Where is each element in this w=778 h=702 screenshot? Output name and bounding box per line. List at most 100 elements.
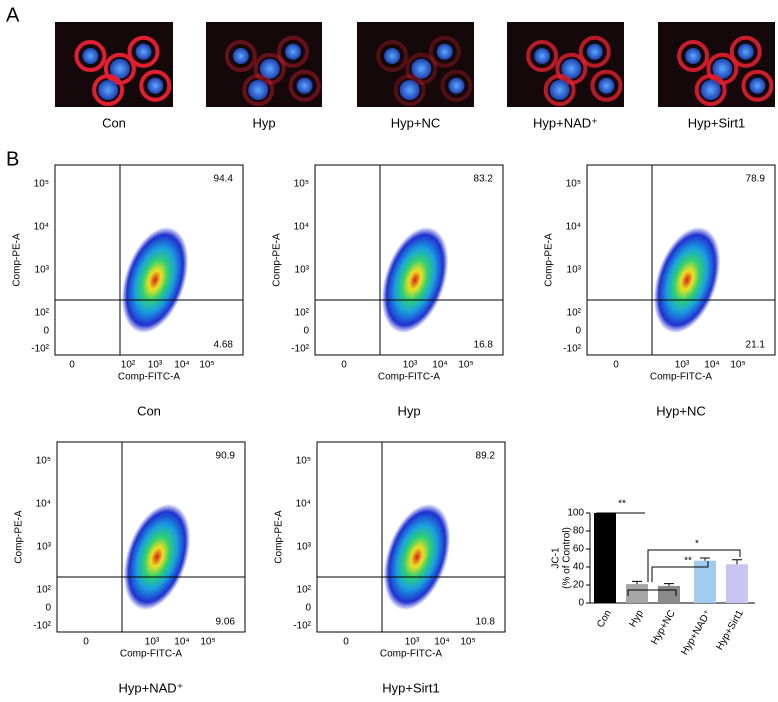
cell-nucleus (296, 77, 313, 94)
density-cloud (383, 503, 451, 611)
x-tick-label: 10³ (405, 637, 420, 648)
x-tick-label: 10⁴ (174, 637, 189, 648)
plot-caption: Hyp+NC (656, 403, 706, 418)
cell-nucleus (549, 80, 570, 100)
quadrant-value: 16.8 (474, 340, 494, 351)
y-tick-label: 0 (43, 326, 49, 337)
cell-membrane (224, 40, 257, 72)
cell-membrane (74, 40, 107, 72)
x-tick-label: 10⁵ (730, 360, 745, 371)
error-bar (732, 559, 742, 565)
y-tick-label: 0 (578, 598, 584, 609)
cell-nucleus (98, 80, 119, 100)
y-tick-label: 0 (45, 603, 51, 614)
x-tick-label: 0 (83, 637, 89, 648)
x-tick-label: 10⁴ (434, 637, 449, 648)
significance: * (695, 539, 699, 550)
y-tick-label: 10⁴ (34, 222, 49, 233)
error-bar (700, 557, 710, 561)
x-tick-label: Hyp+Sirt1 (714, 608, 746, 652)
cell-nucleus (259, 58, 280, 79)
cell-membrane (526, 40, 559, 72)
y-tick-label: 80 (573, 526, 585, 537)
cell-membrane (127, 35, 160, 68)
y-tick-label: 10⁵ (34, 179, 49, 190)
plot-frame (586, 164, 776, 356)
x-tick-label: 10⁴ (432, 360, 447, 371)
cell-nucleus (700, 80, 721, 100)
cell-membrane (741, 69, 774, 102)
bar (626, 584, 648, 603)
y-tick-label: -10² (31, 344, 49, 355)
x-axis-label: Comp-FITC-A (118, 372, 181, 383)
y-tick-label: 10³ (567, 265, 582, 276)
y-tick-label: 0 (303, 326, 309, 337)
cell-membrane (393, 74, 426, 106)
cells (677, 35, 774, 106)
bar (694, 560, 716, 603)
y-tick-label: 10² (297, 585, 312, 596)
quadrant-value: 4.68 (214, 340, 234, 351)
x-tick-label: 10⁵ (199, 360, 214, 371)
cell-membrane (543, 74, 576, 106)
x-tick-label: Con (595, 608, 614, 629)
x-tick-label: 10³ (403, 360, 418, 371)
y-tick-label: 10² (37, 585, 52, 596)
plot-caption: Con (137, 403, 161, 418)
cell-membrane (376, 40, 409, 72)
cell-membrane (590, 69, 623, 102)
bar (658, 585, 680, 603)
y-axis-label: Comp-PE-A (272, 233, 283, 287)
image-caption: Hyp+NC (391, 115, 441, 130)
significance: ** (618, 499, 626, 510)
y-tick-label: 10⁵ (294, 179, 309, 190)
plot-frame (54, 164, 244, 356)
x-tick-label: 10⁵ (200, 637, 215, 648)
y-tick-label: 10⁴ (36, 499, 51, 510)
image-caption: Hyp+NAD⁺ (533, 115, 598, 130)
cell-nucleus (411, 58, 432, 79)
cell-nucleus (749, 77, 766, 94)
cell-membrane (253, 52, 286, 85)
cell-nucleus (534, 48, 551, 64)
cell-nucleus (147, 77, 164, 94)
cell-nucleus (598, 77, 615, 94)
cell-nucleus (586, 43, 603, 60)
cell-membrane (139, 69, 172, 102)
y-tick-label: 0 (575, 326, 581, 337)
cell-nucleus (561, 58, 582, 79)
cell-membrane (578, 35, 611, 68)
cell-nucleus (448, 77, 465, 94)
cell-nucleus (399, 80, 420, 100)
x-tick-label: 10⁴ (174, 360, 189, 371)
cells (224, 35, 321, 106)
y-axis-label: Comp-PE-A (12, 233, 23, 287)
y-tick-label: 10² (35, 308, 50, 319)
y-axis-label: Comp-PE-A (544, 233, 555, 287)
x-tick-label: Hyp+NAD⁺ (679, 608, 714, 657)
y-tick-label: 10⁵ (566, 179, 581, 190)
y-tick-label: 10⁴ (296, 499, 311, 510)
cell-membrane (677, 40, 710, 72)
y-axis-label: Comp-PE-A (274, 510, 285, 564)
y-tick-label: 10³ (37, 542, 52, 553)
cell-membrane (729, 35, 762, 68)
quadrant-value: 83.2 (474, 174, 494, 185)
x-tick-label: 10⁴ (704, 360, 719, 371)
plot-frame (56, 441, 246, 633)
y-tick-label: 10⁴ (294, 222, 309, 233)
quadrant-value: 21.1 (746, 340, 766, 351)
plot-caption: Hyp (397, 403, 420, 418)
density-cloud (121, 226, 189, 334)
y-axis-label: Comp-PE-A (14, 510, 25, 564)
cell-nucleus (436, 43, 453, 60)
cell-membrane (92, 74, 125, 106)
x-tick-label: 10² (121, 360, 136, 371)
y-tick-label: 0 (305, 603, 311, 614)
x-tick-label: 0 (341, 360, 347, 371)
cell-nucleus (232, 48, 249, 64)
bracket (647, 549, 741, 582)
y-tick-label: 100 (567, 508, 584, 519)
error-bar (664, 583, 674, 586)
